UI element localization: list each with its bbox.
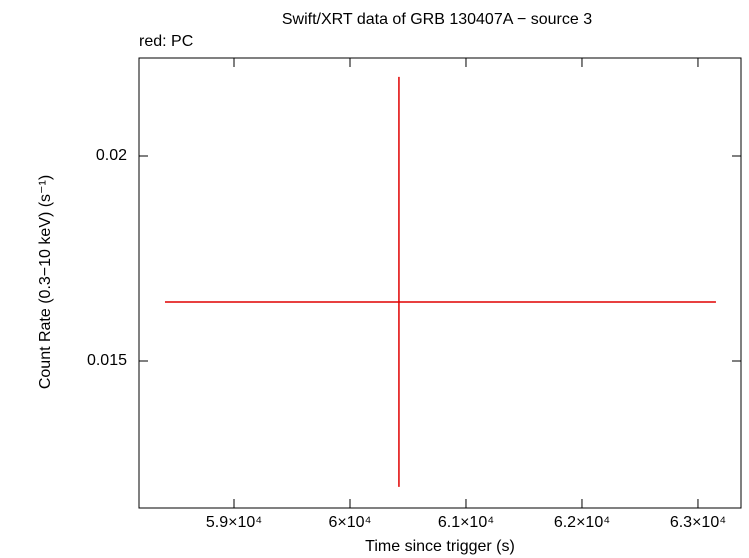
x-tick-label: 5.9×10⁴ [206, 514, 262, 531]
y-tick-label: 0.02 [96, 147, 127, 164]
x-tick-label: 6×10⁴ [329, 514, 372, 531]
chart-subtitle: red: PC [139, 33, 193, 50]
x-tick-label: 6.2×10⁴ [554, 514, 610, 531]
x-axis-label: Time since trigger (s) [365, 538, 515, 555]
x-tick-label: 6.1×10⁴ [438, 514, 494, 531]
y-axis-label: Count Rate (0.3−10 keV) (s⁻¹) [37, 175, 54, 389]
plot-frame [138, 57, 742, 509]
chart-title: Swift/XRT data of GRB 130407A − source 3 [282, 11, 592, 28]
y-tick-label: 0.015 [87, 352, 127, 369]
x-tick-label: 6.3×10⁴ [670, 514, 726, 531]
